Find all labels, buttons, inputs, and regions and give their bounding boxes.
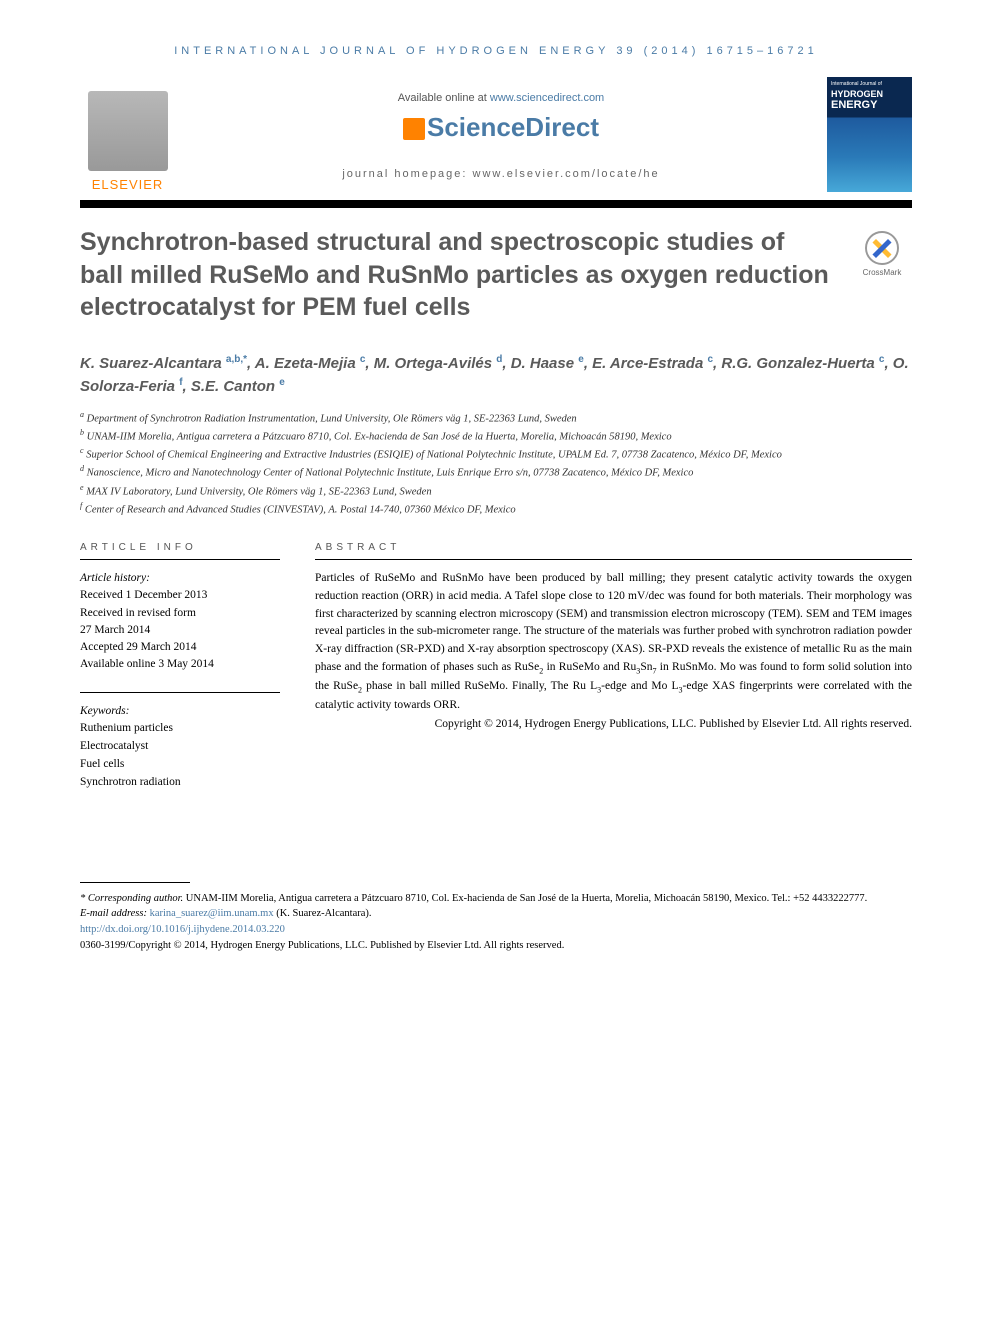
article-history: Article history: Received 1 December 201…	[80, 570, 280, 674]
header-row: ELSEVIER Available online at www.science…	[80, 77, 912, 192]
cover-line1: International Journal of	[831, 81, 908, 87]
sciencedirect-link[interactable]: www.sciencedirect.com	[490, 92, 604, 104]
elsevier-logo[interactable]: ELSEVIER	[80, 77, 175, 192]
history-line: Accepted 29 March 2014	[80, 639, 280, 656]
abstract-column: ABSTRACT Particles of RuSeMo and RuSnMo …	[315, 542, 912, 792]
affiliation-line: e MAX IV Laboratory, Lund University, Ol…	[80, 482, 912, 500]
journal-homepage: journal homepage: www.elsevier.com/locat…	[195, 168, 807, 180]
corresponding-label: * Corresponding author.	[80, 893, 183, 904]
abstract-copyright: Copyright © 2014, Hydrogen Energy Public…	[315, 716, 912, 734]
email-line: E-mail address: karina_suarez@iim.unam.m…	[80, 906, 912, 922]
article-info-heading: ARTICLE INFO	[80, 542, 280, 560]
keyword-item: Electrocatalyst	[80, 738, 280, 756]
crossmark-label: CrossMark	[863, 268, 902, 277]
cover-line3: ENERGY	[831, 99, 908, 111]
email-label: E-mail address:	[80, 908, 150, 919]
sciencedirect-text: ScienceDirect	[427, 112, 599, 142]
keyword-item: Synchrotron radiation	[80, 774, 280, 792]
sciencedirect-logo[interactable]: ScienceDirect	[195, 112, 807, 143]
available-online: Available online at www.sciencedirect.co…	[195, 92, 807, 104]
corresponding-author: * Corresponding author. UNAM-IIM Morelia…	[80, 891, 912, 907]
journal-cover-thumbnail[interactable]: International Journal of HYDROGEN ENERGY	[827, 77, 912, 192]
cover-line2: HYDROGEN	[831, 89, 908, 99]
author-list: K. Suarez-Alcantara a,b,*, A. Ezeta-Meji…	[80, 352, 912, 399]
elsevier-tree-icon	[88, 91, 168, 171]
journal-citation-header: INTERNATIONAL JOURNAL OF HYDROGEN ENERGY…	[80, 45, 912, 57]
affiliation-line: c Superior School of Chemical Engineerin…	[80, 445, 912, 463]
affiliation-line: d Nanoscience, Micro and Nanotechnology …	[80, 463, 912, 481]
issn-copyright: 0360-3199/Copyright © 2014, Hydrogen Ene…	[80, 938, 912, 954]
keyword-item: Ruthenium particles	[80, 720, 280, 738]
center-header: Available online at www.sciencedirect.co…	[195, 77, 807, 180]
affiliation-line: a Department of Synchrotron Radiation In…	[80, 409, 912, 427]
title-row: Synchrotron-based structural and spectro…	[80, 226, 912, 324]
abstract-body: Particles of RuSeMo and RuSnMo have been…	[315, 572, 912, 711]
history-line: Received in revised form	[80, 605, 280, 622]
keywords-label: Keywords:	[80, 703, 280, 721]
crossmark-badge[interactable]: CrossMark	[852, 226, 912, 324]
affiliation-line: f Center of Research and Advanced Studie…	[80, 500, 912, 518]
article-title: Synchrotron-based structural and spectro…	[80, 226, 832, 324]
abstract-heading: ABSTRACT	[315, 542, 912, 560]
affiliations: a Department of Synchrotron Radiation In…	[80, 409, 912, 519]
divider-bar	[80, 200, 912, 208]
keyword-item: Fuel cells	[80, 756, 280, 774]
info-abstract-row: ARTICLE INFO Article history: Received 1…	[80, 542, 912, 792]
email-suffix: (K. Suarez-Alcantara).	[274, 908, 372, 919]
history-label: Article history:	[80, 570, 280, 587]
history-line: Received 1 December 2013	[80, 587, 280, 604]
history-line: Available online 3 May 2014	[80, 656, 280, 673]
crossmark-icon	[865, 231, 899, 265]
affiliation-line: b UNAM-IIM Morelia, Antigua carretera a …	[80, 427, 912, 445]
keywords-block: Keywords: Ruthenium particlesElectrocata…	[80, 692, 280, 792]
abstract-text: Particles of RuSeMo and RuSnMo have been…	[315, 570, 912, 734]
sciencedirect-icon	[403, 118, 425, 140]
corresponding-text: UNAM-IIM Morelia, Antigua carretera a Pá…	[183, 893, 867, 904]
available-online-prefix: Available online at	[398, 92, 490, 104]
history-line: 27 March 2014	[80, 622, 280, 639]
footer: * Corresponding author. UNAM-IIM Morelia…	[80, 891, 912, 954]
article-info-column: ARTICLE INFO Article history: Received 1…	[80, 542, 280, 792]
doi-link[interactable]: http://dx.doi.org/10.1016/j.ijhydene.201…	[80, 922, 912, 938]
elsevier-label: ELSEVIER	[92, 177, 164, 192]
footer-divider	[80, 882, 190, 883]
email-link[interactable]: karina_suarez@iim.unam.mx	[150, 908, 274, 919]
